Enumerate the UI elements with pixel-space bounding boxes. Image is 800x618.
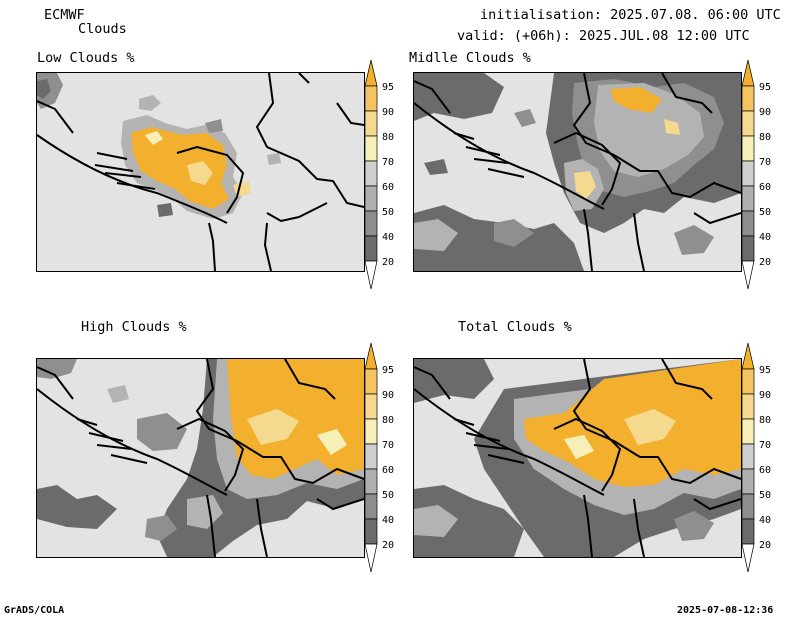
- colorbar-tick: 40: [759, 515, 771, 526]
- map-high: [37, 359, 364, 557]
- model-label: ECMWF: [44, 7, 85, 23]
- valid-value: 2025.JUL.08 12:00 UTC: [578, 28, 750, 44]
- init-value: 2025.07.08. 06:00 UTC: [610, 7, 781, 23]
- colorbar-svg: 95 90 80 70 60 50 40 20: [741, 342, 771, 573]
- valid-line: valid: (+06h): 2025.JUL.08 12:00 UTC: [457, 28, 750, 44]
- colorbar-tick: 95: [382, 365, 394, 376]
- borders-total: [414, 359, 741, 557]
- cloud-field-middle: [414, 73, 741, 271]
- colorbar-tick: 50: [759, 207, 771, 218]
- map-panel-high: [36, 358, 365, 558]
- colorbar-tick: 50: [382, 490, 394, 501]
- borders-low: [37, 73, 364, 271]
- colorbar-middle: 95 90 80 70 60 50 40 20: [741, 59, 776, 292]
- colorbar-svg: 95 90 80 70 60 50 40 20: [364, 59, 394, 290]
- colorbar-tick: 70: [382, 157, 394, 168]
- colorbar-svg: 95 90 80 70 60 50 40 20: [364, 342, 394, 573]
- colorbar-tick: 95: [759, 365, 771, 376]
- colorbar-tick: 90: [382, 107, 394, 118]
- product-label: Clouds: [78, 21, 127, 37]
- colorbar-tick: 95: [382, 82, 394, 93]
- colorbar-tick: 80: [759, 415, 771, 426]
- panel-title-low: Low Clouds %: [37, 50, 135, 66]
- map-low: [37, 73, 364, 271]
- colorbar-tick: 90: [759, 107, 771, 118]
- colorbar-tick: 80: [759, 132, 771, 143]
- colorbar-tick: 95: [759, 82, 771, 93]
- map-total: [414, 359, 741, 557]
- cloud-field-low: [37, 73, 281, 219]
- colorbar-tick: 60: [759, 465, 771, 476]
- colorbar-tick: 80: [382, 415, 394, 426]
- colorbar-total: 95 90 80 70 60 50 40 20: [741, 342, 776, 575]
- panel-title-high: High Clouds %: [81, 319, 187, 335]
- colorbar-tick: 90: [759, 390, 771, 401]
- panel-title-total: Total Clouds %: [458, 319, 572, 335]
- colorbar-tick: 60: [382, 182, 394, 193]
- colorbar-tick: 70: [759, 157, 771, 168]
- colorbar-tick: 20: [382, 540, 394, 551]
- colorbar-tick: 40: [382, 232, 394, 243]
- init-label: initialisation:: [480, 7, 602, 23]
- colorbar-tick: 60: [382, 465, 394, 476]
- colorbar-tick: 70: [759, 440, 771, 451]
- map-middle: [414, 73, 741, 271]
- cloud-field-high: [37, 359, 364, 557]
- colorbar-tick: 40: [759, 232, 771, 243]
- colorbar-tick: 90: [382, 390, 394, 401]
- map-panel-middle: [413, 72, 742, 272]
- borders-high: [37, 359, 364, 557]
- footer-credit: GrADS/COLA: [4, 605, 65, 616]
- colorbar-low: 95 90 80 70 60 50 40 20: [364, 59, 399, 292]
- colorbar-svg: 95 90 80 70 60 50 40 20: [741, 59, 771, 290]
- init-line: initialisation: 2025.07.08. 06:00 UTC: [480, 7, 781, 23]
- colorbar-tick: 70: [382, 440, 394, 451]
- borders-middle: [414, 73, 741, 271]
- cloud-field-total: [414, 359, 741, 557]
- valid-label: valid: (+06h):: [457, 28, 571, 44]
- map-panel-low: [36, 72, 365, 272]
- footer-timestamp: 2025-07-08-12:36: [677, 605, 774, 616]
- colorbar-tick: 80: [382, 132, 394, 143]
- panel-title-middle: Midlle Clouds %: [409, 50, 531, 66]
- colorbar-tick: 50: [759, 490, 771, 501]
- colorbar-tick: 50: [382, 207, 394, 218]
- colorbar-tick: 20: [382, 257, 394, 268]
- colorbar-tick: 60: [759, 182, 771, 193]
- colorbar-tick: 20: [759, 257, 771, 268]
- map-panel-total: [413, 358, 742, 558]
- colorbar-tick: 20: [759, 540, 771, 551]
- colorbar-tick: 40: [382, 515, 394, 526]
- colorbar-high: 95 90 80 70 60 50 40 20: [364, 342, 399, 575]
